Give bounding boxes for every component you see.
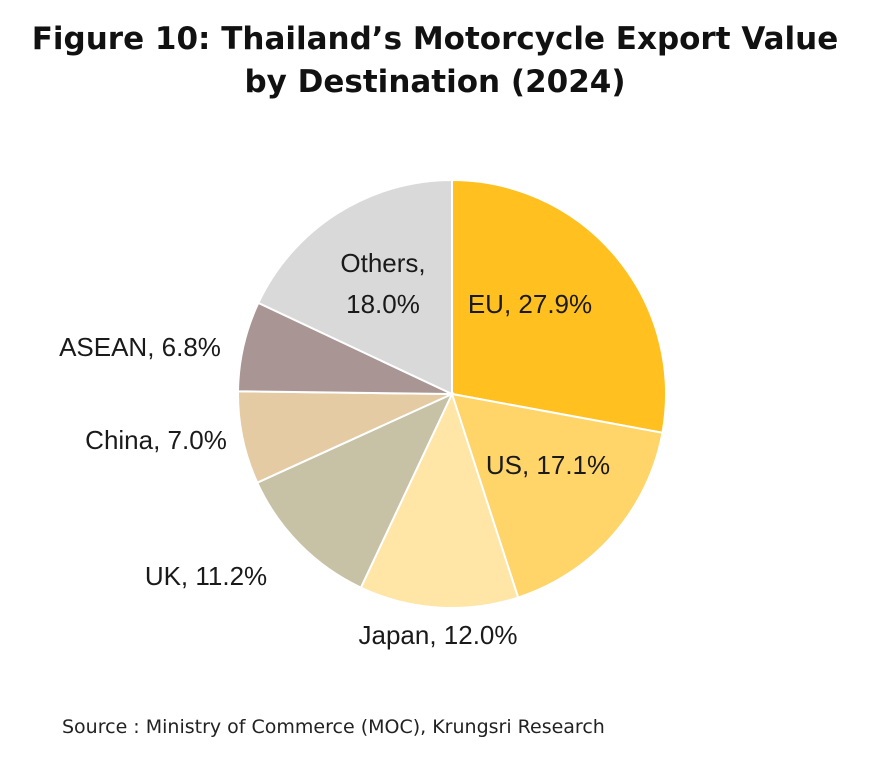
chart-title-line-2: by Destination (2024) [244, 64, 626, 100]
pie-slices [237, 178, 667, 609]
pie-chart: EU, 27.9% US, 17.1% Japan, 12.0% UK, 11.… [59, 178, 667, 650]
label-uk: UK, 11.2% [145, 561, 267, 591]
pie-slice-uk [255, 391, 455, 589]
source-note: Source : Ministry of Commerce (MOC), Kru… [62, 716, 605, 738]
pie-slice-us [450, 392, 664, 599]
label-eu: EU, 27.9% [468, 289, 592, 319]
pie-labels: EU, 27.9% US, 17.1% Japan, 12.0% UK, 11.… [59, 248, 610, 650]
pie-slice-japan [359, 391, 520, 609]
chart-title-line-1: Figure 10: Thailand’s Motorcycle Export … [31, 21, 839, 57]
chart-title: Figure 10: Thailand’s Motorcycle Export … [0, 18, 870, 104]
label-china: China, 7.0% [85, 425, 227, 455]
label-others-line-2: 18.0% [346, 289, 420, 319]
label-others-line-1: Others, [340, 248, 425, 278]
label-japan: Japan, 12.0% [358, 620, 517, 650]
pie-slice-others [257, 178, 453, 396]
pie-slice-eu [451, 178, 667, 434]
label-asean: ASEAN, 6.8% [59, 332, 221, 362]
label-us: US, 17.1% [486, 450, 610, 480]
